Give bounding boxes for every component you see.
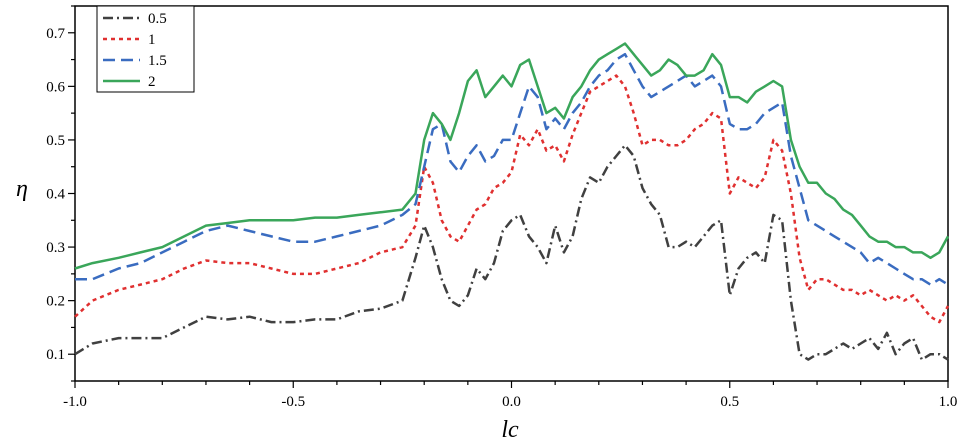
axes: -1.0 -0.5 0.0 0.5 1.0 0.1 0.2 0.3 0.4 0.5 0.6 0.7 (46, 5, 958, 410)
series-layer (74, 42, 950, 361)
series-line-1 (74, 144, 949, 361)
legend-label-4: 2 (148, 74, 156, 90)
y-tick-label: 0.1 (46, 347, 65, 363)
legend-box (96, 5, 195, 93)
legend: 0.5 1 1.5 2 (96, 5, 195, 93)
x-tick-label: 0.5 (720, 394, 739, 410)
y-tick-label: 0.2 (46, 294, 65, 310)
legend-label-1: 0.5 (148, 11, 167, 27)
x-tick-label: 0.0 (502, 394, 521, 410)
y-tick-label: 0.5 (46, 133, 65, 149)
x-axis-title: lc (501, 417, 519, 440)
series-line-2 (74, 74, 950, 324)
y-tick-label: 0.6 (46, 79, 65, 95)
y-tick-label: 0.7 (46, 26, 65, 42)
legend-label-3: 1.5 (148, 53, 167, 69)
x-tick-label: -0.5 (281, 394, 305, 410)
y-tick-label: 0.4 (46, 187, 65, 203)
series-line-4 (74, 42, 950, 270)
x-tick-label: 1.0 (939, 394, 958, 410)
legend-label-2: 1 (148, 32, 156, 48)
plot-frame (74, 5, 949, 382)
x-tick-label: -1.0 (63, 394, 87, 410)
series-line-3 (75, 52, 949, 286)
y-axis-title: η (16, 176, 28, 202)
y-tick-label: 0.3 (46, 240, 65, 256)
